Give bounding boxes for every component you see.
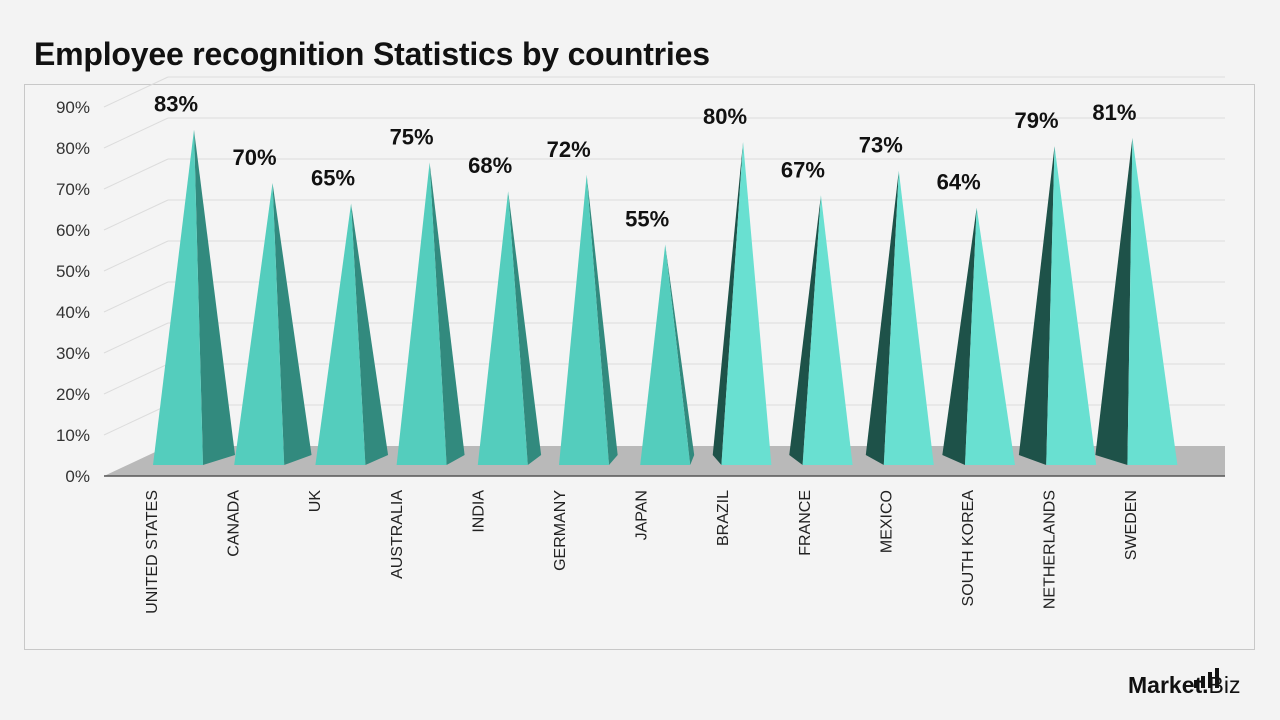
pyramid-front [315, 203, 366, 465]
x-tick-label: AUSTRALIA [389, 490, 406, 579]
y-tick-label: 80% [56, 139, 90, 158]
data-label: 68% [468, 153, 512, 178]
pyramid-india [477, 191, 542, 465]
pyramid-front [883, 170, 934, 465]
data-label: 64% [937, 170, 981, 195]
pyramid-side [1095, 137, 1133, 465]
data-label: 70% [233, 145, 277, 170]
pyramid-side [429, 162, 465, 465]
pyramid-south-korea [942, 207, 1015, 465]
pyramid-side [508, 191, 542, 465]
grid-line [103, 76, 169, 108]
x-tick-label: FRANCE [797, 490, 814, 556]
pyramid-front [559, 174, 609, 466]
pyramid-side [351, 203, 389, 465]
logo-brand: Market [1128, 672, 1203, 698]
x-tick-label: SWEDEN [1123, 490, 1140, 560]
data-label: 75% [390, 125, 434, 150]
data-label: 80% [703, 104, 747, 129]
x-tick-label: BRAZIL [715, 490, 732, 546]
pyramid-france [789, 195, 853, 466]
logo-dot: . [1202, 672, 1209, 698]
x-tick-label: SOUTH KOREA [960, 490, 977, 607]
pyramid-front [640, 244, 691, 465]
pyramid-side [586, 174, 618, 466]
grid-line [103, 322, 169, 354]
data-label: 83% [154, 92, 198, 117]
y-tick-label: 20% [56, 385, 90, 404]
pyramid-front [153, 129, 203, 465]
y-tick-label: 70% [56, 180, 90, 199]
pyramid-front [477, 191, 528, 465]
pyramid-front [965, 207, 1015, 465]
pyramid-sweden [1095, 137, 1178, 465]
y-tick-label: 30% [56, 344, 90, 363]
pyramid-side [194, 129, 235, 465]
data-label: 72% [547, 137, 591, 162]
data-labels: 83% 70% 65% 75% 68% 72% 55% 80% 67% 73% 64% 79% 81% [154, 92, 1136, 232]
y-axis-ticks: 0% 10% 20% 30% 40% 50% 60% 70% 80% 90% [56, 98, 90, 486]
pyramid-side [272, 183, 312, 465]
x-tick-label: UNITED STATES [144, 490, 161, 614]
data-label: 79% [1015, 108, 1059, 133]
grid-line [103, 404, 169, 436]
marketbiz-logo: Market. Biz [1128, 668, 1241, 699]
x-tick-label: INDIA [470, 490, 487, 533]
pyramid-uk [315, 203, 389, 465]
logo-suffix: Biz [1208, 672, 1241, 698]
pyramid-side [665, 244, 695, 465]
pyramid-side [865, 170, 899, 465]
bar-chart-icon [1194, 668, 1219, 688]
pyramid-front [721, 142, 772, 465]
pyramid-front [1046, 146, 1097, 465]
pyramid-front [1127, 137, 1178, 465]
x-tick-label: JAPAN [634, 490, 651, 540]
data-label: 67% [781, 157, 825, 182]
grid-line [103, 158, 169, 190]
grid-line [103, 363, 169, 395]
pyramid-front [234, 183, 285, 465]
pyramid-side [789, 195, 821, 466]
pyramid-side [1018, 146, 1055, 465]
y-tick-label: 90% [56, 98, 90, 117]
x-tick-label: CANADA [226, 490, 243, 557]
pyramid-side [942, 207, 977, 465]
x-tick-label: UK [307, 490, 324, 513]
x-tick-label: NETHERLANDS [1042, 490, 1059, 609]
x-tick-label: MEXICO [878, 490, 895, 553]
pyramid-japan [640, 244, 695, 465]
pyramid-front [396, 162, 447, 465]
pyramid-side [712, 142, 744, 465]
chart-title: Employee recognition Statistics by count… [34, 36, 710, 72]
grid-line [103, 199, 169, 231]
pyramid-brazil [712, 142, 772, 465]
pyramid-netherlands [1018, 146, 1097, 465]
x-tick-label: GERMANY [552, 490, 569, 571]
y-tick-label: 50% [56, 262, 90, 281]
grid-line [103, 240, 169, 272]
pyramids [153, 129, 1178, 466]
y-tick-label: 40% [56, 303, 90, 322]
y-tick-label: 60% [56, 221, 90, 240]
data-label: 81% [1092, 100, 1136, 125]
y-tick-label: 10% [56, 426, 90, 445]
pyramid-canada [234, 183, 312, 465]
pyramid-front [802, 195, 853, 466]
pyramid-germany [559, 174, 618, 466]
pyramid-australia [396, 162, 465, 465]
data-label: 65% [311, 166, 355, 191]
pyramid-mexico [865, 170, 934, 465]
grid-line [103, 117, 169, 149]
x-axis-ticks: UNITED STATES CANADA UK AUSTRALIA INDIA GERMA… [144, 490, 1140, 614]
data-label: 73% [859, 133, 903, 158]
pyramid-united-states [153, 129, 235, 465]
y-tick-label: 0% [65, 467, 90, 486]
grid-line [103, 281, 169, 313]
data-label: 55% [625, 207, 669, 232]
